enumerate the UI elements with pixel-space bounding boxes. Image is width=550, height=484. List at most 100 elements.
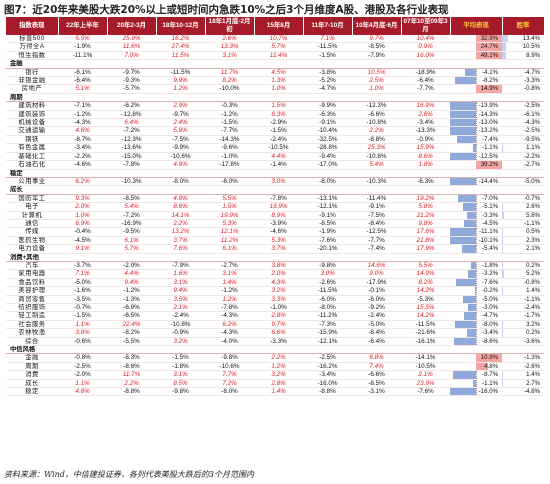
win-rate-label: -0.8% bbox=[524, 278, 540, 286]
value-cell: 5.5% bbox=[205, 194, 254, 204]
value-cell: 9.7% bbox=[352, 35, 401, 44]
value-cell: 13.2% bbox=[156, 227, 205, 237]
average-cell: -10.1% bbox=[450, 236, 502, 246]
table-row: 稳定 4.8% -8.8% -9.8% -8.0% 1.4% -8.8% -3.1% -7.6%… bbox=[6, 387, 544, 397]
value-cell: -7.9% bbox=[156, 261, 205, 271]
zero-line bbox=[476, 127, 477, 135]
value-cell: -9.9% bbox=[303, 101, 352, 111]
source-footnote: 资料来源：Wind，中信建投证券，各列代表美股大跌后的3个月范围内 bbox=[4, 470, 255, 479]
value-cell: -3.5% bbox=[58, 295, 107, 305]
table-row: 金融 -0.8% -8.3% -1.5% -9.8% 2.2% -2.5% 6.8% -14.1… bbox=[6, 353, 544, 363]
row-label: 医药生物 bbox=[6, 236, 58, 246]
value-cell: 25.9% bbox=[107, 35, 156, 44]
value-cell: -9.8% bbox=[303, 261, 352, 271]
zero-line bbox=[476, 102, 477, 110]
value-cell: 2.2% bbox=[254, 353, 303, 363]
value-cell: -3.7% bbox=[58, 261, 107, 271]
value-cell: 3.5% bbox=[156, 295, 205, 305]
average-label: -14.4% bbox=[478, 177, 498, 185]
average-cell: -14.3% bbox=[450, 110, 502, 120]
value-cell: -8.8% bbox=[352, 135, 401, 145]
average-cell: -3.3% bbox=[450, 211, 502, 220]
win-rate-cell: 3.2% bbox=[502, 320, 544, 330]
average-bar bbox=[475, 287, 476, 295]
value-cell: 2.2% bbox=[107, 379, 156, 389]
column-header: 18年1月底-2月初 bbox=[205, 17, 255, 35]
table-row: 纺织服饰 -0.7% -6.9% 2.1% -7.8% -1.0% -8.0% -9.2% 15… bbox=[6, 303, 544, 313]
zero-line bbox=[476, 388, 477, 395]
value-cell: -7.4% bbox=[352, 244, 401, 254]
value-cell: -11.5% bbox=[156, 68, 205, 78]
value-cell: -3.4% bbox=[401, 118, 450, 128]
value-cell: 17.9% bbox=[401, 244, 450, 254]
value-cell: 6.2% bbox=[205, 320, 254, 330]
average-bar bbox=[463, 312, 476, 320]
value-cell: -1.9% bbox=[58, 42, 107, 52]
value-cell: -2.0% bbox=[107, 261, 156, 271]
average-bar bbox=[473, 144, 476, 152]
value-cell: 2.5% bbox=[352, 76, 401, 86]
average-label: -3.0% bbox=[482, 304, 498, 311]
value-cell: -6.5% bbox=[107, 311, 156, 321]
average-bar bbox=[476, 35, 502, 42]
value-cell: -7.8% bbox=[205, 303, 254, 313]
table-row: 汽车 -3.7% -2.0% -7.9% -2.7% 3.8% -9.8% 14.6% 5.5%… bbox=[6, 261, 544, 271]
value-cell: -1.2% bbox=[205, 286, 254, 296]
zero-line bbox=[476, 203, 477, 210]
value-cell: -12.3% bbox=[107, 135, 156, 145]
win-rate-label: -4.3% bbox=[524, 119, 540, 127]
value-cell: -9.9% bbox=[156, 143, 205, 153]
value-cell: -8.8% bbox=[107, 387, 156, 397]
average-label: -8.2% bbox=[482, 77, 498, 85]
value-cell: 16.9% bbox=[401, 101, 450, 111]
value-cell: -0.4% bbox=[58, 227, 107, 237]
win-rate-label: -0.7% bbox=[524, 194, 540, 202]
value-cell: -8.5% bbox=[352, 379, 401, 389]
win-rate-label: -1.1% bbox=[524, 219, 540, 227]
zero-line bbox=[476, 304, 477, 311]
win-rate-label: 2.7% bbox=[526, 379, 540, 387]
value-cell: -9.2% bbox=[352, 303, 401, 313]
average-label: -11.1% bbox=[479, 228, 498, 236]
table-row: 传媒 -0.4% -9.5% 13.2% 12.1% -4.6% -1.9% -12.5% 17… bbox=[6, 227, 544, 237]
average-bar bbox=[464, 219, 476, 227]
value-cell: -1.5% bbox=[254, 126, 303, 136]
section-label: 周期 bbox=[6, 93, 544, 103]
value-cell: -4.6% bbox=[254, 227, 303, 237]
value-cell: 3.1% bbox=[205, 51, 254, 61]
value-cell: -3.4% bbox=[58, 143, 107, 153]
value-cell: 5.1% bbox=[58, 84, 107, 94]
value-cell: -5.3% bbox=[401, 295, 450, 305]
table-row: 社会服务 1.1% 22.4% -10.8% 6.2% 9.7% -7.3% -5.0% -11… bbox=[6, 320, 544, 330]
value-cell: -9.7% bbox=[107, 68, 156, 78]
value-cell: 4.9% bbox=[156, 160, 205, 170]
win-rate-bar bbox=[502, 270, 505, 278]
row-label: 金融 bbox=[6, 353, 58, 363]
value-cell: 2.4% bbox=[156, 118, 205, 128]
value-cell: 1.5% bbox=[254, 101, 303, 111]
value-cell: -1.3% bbox=[107, 295, 156, 305]
value-cell: 3.8% bbox=[58, 328, 107, 338]
win-rate-cell: 2.7% bbox=[502, 379, 544, 389]
win-rate-label: 1.4% bbox=[526, 371, 540, 379]
value-cell: -17.8% bbox=[205, 160, 254, 170]
row-label: 标普500 bbox=[6, 35, 58, 44]
value-cell: -16.9% bbox=[107, 219, 156, 229]
average-label: -8.6% bbox=[482, 337, 498, 345]
value-cell: 22.4% bbox=[107, 320, 156, 330]
average-bar bbox=[467, 329, 476, 337]
win-rate-cell: 0.2% bbox=[502, 328, 544, 338]
value-cell: 11.4% bbox=[254, 51, 303, 61]
value-cell: -8.4% bbox=[352, 328, 401, 338]
section-header: 金融 bbox=[6, 59, 544, 69]
row-label: 国防军工 bbox=[6, 194, 58, 204]
table-row: 家用电器 7.1% 4.4% 1.6% 3.1% 2.0% 3.0% 9.0% 14.9% -3.… bbox=[6, 269, 544, 279]
value-cell: -2.6% bbox=[303, 278, 352, 288]
win-rate-bar bbox=[502, 379, 504, 387]
average-bar bbox=[467, 211, 476, 219]
row-label: 社会服务 bbox=[6, 320, 58, 330]
value-cell: 3.7% bbox=[156, 236, 205, 246]
value-cell: -4.6% bbox=[58, 160, 107, 170]
row-label: 房地产 bbox=[6, 84, 58, 94]
value-cell: -16.0% bbox=[303, 379, 352, 389]
